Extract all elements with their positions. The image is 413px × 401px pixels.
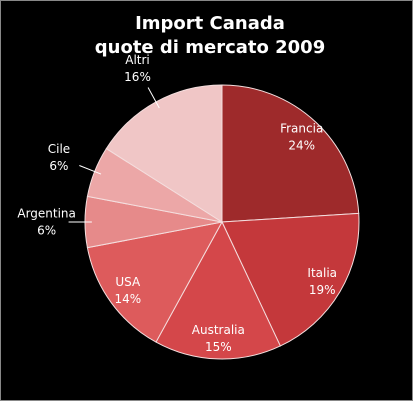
slice-label: Australia [192, 323, 245, 337]
value-label: 6% [37, 224, 56, 238]
pie-slice [221, 212, 360, 347]
value-label: 15% [205, 340, 232, 354]
chart-title: Import Canada [135, 13, 285, 34]
pie-slice [155, 220, 281, 360]
slice-label: Altri [125, 53, 150, 67]
value-label: 14% [114, 292, 141, 306]
value-label: 24% [288, 139, 315, 153]
leader-line [79, 165, 102, 175]
value-label: 16% [124, 70, 151, 84]
value-label: 6% [49, 159, 68, 173]
pie-slice [86, 221, 223, 343]
slice-label: USA [115, 275, 141, 289]
slice-label: Italia [307, 266, 337, 280]
pie-slice [221, 84, 360, 223]
slice-label: Argentina [17, 207, 76, 221]
value-label: 19% [309, 283, 336, 297]
leader-line [147, 87, 160, 109]
slice-label: Francia [280, 122, 323, 136]
chart-title: quote di mercato 2009 [95, 37, 325, 58]
slice-label: Cile [48, 142, 70, 156]
